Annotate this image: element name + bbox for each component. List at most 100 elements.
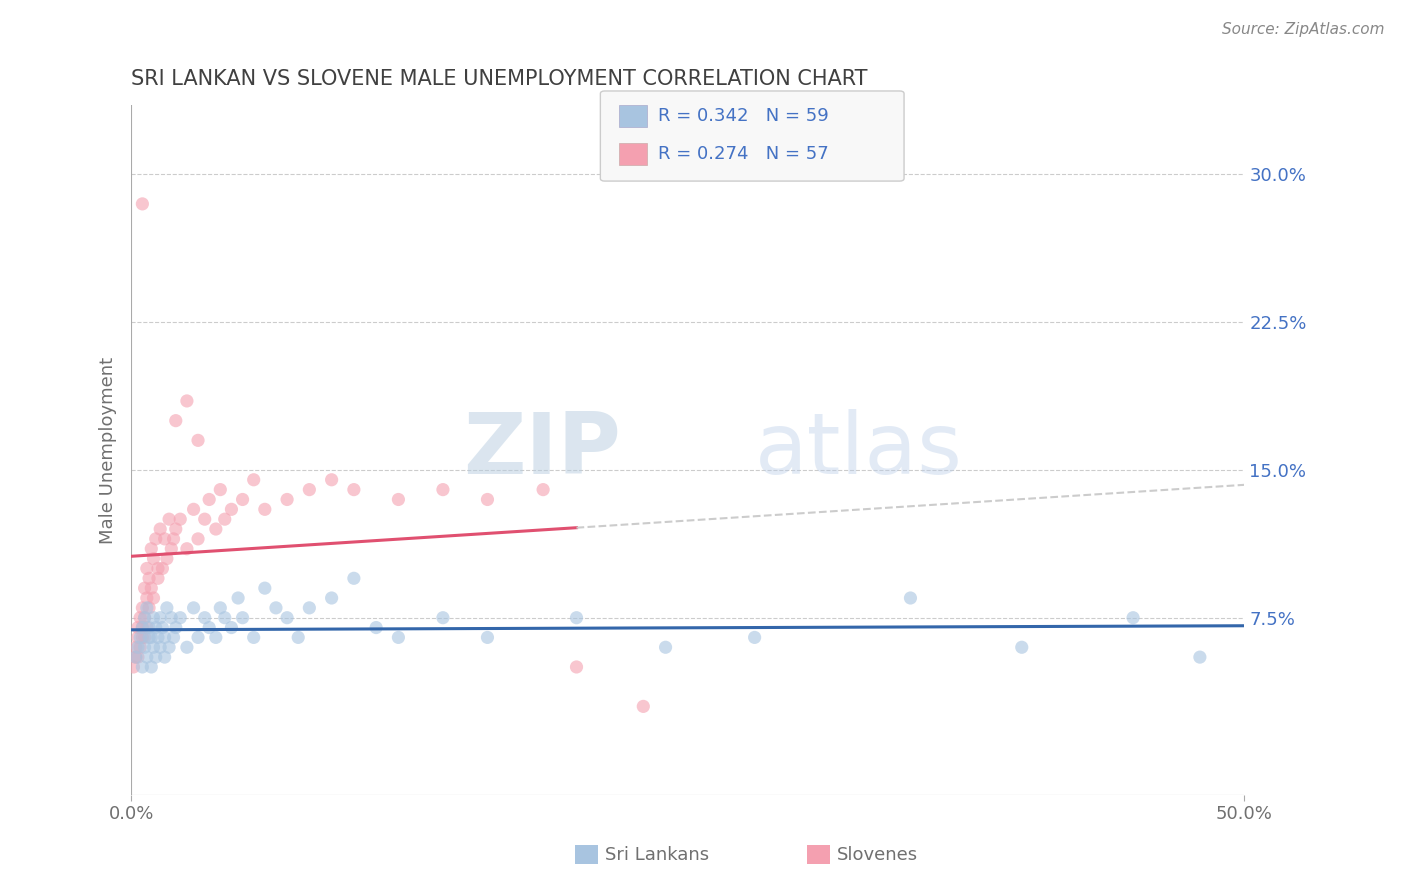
Point xyxy=(169,512,191,526)
Point xyxy=(141,631,163,645)
Point xyxy=(135,600,157,615)
Point xyxy=(138,621,160,635)
Point xyxy=(432,483,454,497)
Point xyxy=(214,610,236,624)
Text: ZIP: ZIP xyxy=(464,409,621,491)
Point xyxy=(253,581,276,595)
Point xyxy=(127,631,149,645)
Point xyxy=(134,610,156,624)
Point xyxy=(125,650,148,665)
Point xyxy=(131,600,153,615)
Point xyxy=(232,492,254,507)
Point xyxy=(146,561,169,575)
Point xyxy=(253,502,276,516)
Point xyxy=(276,492,298,507)
Point xyxy=(142,640,165,655)
Point xyxy=(162,532,184,546)
Point xyxy=(135,561,157,575)
Text: SRI LANKAN VS SLOVENE MALE UNEMPLOYMENT CORRELATION CHART: SRI LANKAN VS SLOVENE MALE UNEMPLOYMENT … xyxy=(131,69,868,88)
Point xyxy=(183,502,205,516)
Point xyxy=(205,631,228,645)
Point xyxy=(142,610,165,624)
Point xyxy=(127,650,149,665)
Point xyxy=(135,650,157,665)
Point xyxy=(141,581,163,595)
Point xyxy=(477,492,499,507)
Point xyxy=(194,512,217,526)
Point xyxy=(183,600,205,615)
Point xyxy=(343,571,366,585)
Point xyxy=(142,591,165,605)
Point xyxy=(134,610,156,624)
Point xyxy=(531,483,554,497)
Point xyxy=(138,631,160,645)
Point xyxy=(176,393,198,408)
Point xyxy=(221,621,243,635)
Point xyxy=(129,640,152,655)
Point xyxy=(633,699,655,714)
Point xyxy=(156,551,179,566)
Point xyxy=(209,600,232,615)
Point xyxy=(165,522,187,536)
Point xyxy=(432,610,454,624)
Point xyxy=(131,631,153,645)
Point xyxy=(176,640,198,655)
Point xyxy=(298,600,321,615)
Point xyxy=(205,522,228,536)
Point xyxy=(131,621,153,635)
Point xyxy=(194,610,217,624)
Point xyxy=(141,541,163,556)
Point xyxy=(1122,610,1144,624)
Point xyxy=(146,631,169,645)
Point xyxy=(565,610,588,624)
Point xyxy=(209,483,232,497)
Point xyxy=(134,640,156,655)
Point xyxy=(135,591,157,605)
Point xyxy=(165,414,187,428)
Point xyxy=(122,660,145,674)
Point xyxy=(276,610,298,624)
Text: R = 0.342   N = 59: R = 0.342 N = 59 xyxy=(658,107,828,125)
Text: R = 0.274   N = 57: R = 0.274 N = 57 xyxy=(658,145,828,163)
Point xyxy=(129,610,152,624)
Point xyxy=(134,631,156,645)
Point xyxy=(343,483,366,497)
Point xyxy=(226,591,249,605)
Point xyxy=(145,621,167,635)
Point xyxy=(187,434,209,448)
Y-axis label: Male Unemployment: Male Unemployment xyxy=(100,357,117,544)
Point xyxy=(149,522,172,536)
Point xyxy=(146,571,169,585)
Point xyxy=(744,631,766,645)
Point xyxy=(1188,650,1211,665)
Point xyxy=(232,610,254,624)
Point xyxy=(298,483,321,497)
Point xyxy=(157,512,180,526)
Point xyxy=(387,492,409,507)
Point xyxy=(131,621,153,635)
Point xyxy=(366,621,388,635)
Point xyxy=(138,600,160,615)
Point xyxy=(214,512,236,526)
Point xyxy=(157,640,180,655)
Text: atlas: atlas xyxy=(755,409,963,491)
Point xyxy=(134,581,156,595)
Point xyxy=(153,532,176,546)
Point xyxy=(131,197,153,211)
Point xyxy=(654,640,676,655)
Point xyxy=(321,591,343,605)
Point xyxy=(165,621,187,635)
Point xyxy=(221,502,243,516)
Point xyxy=(187,532,209,546)
Point xyxy=(127,640,149,655)
Point xyxy=(142,551,165,566)
Text: Sri Lankans: Sri Lankans xyxy=(605,846,709,863)
Point xyxy=(156,600,179,615)
Text: Slovenes: Slovenes xyxy=(837,846,918,863)
Text: Source: ZipAtlas.com: Source: ZipAtlas.com xyxy=(1222,22,1385,37)
Point xyxy=(565,660,588,674)
Point xyxy=(477,631,499,645)
Point xyxy=(145,650,167,665)
Point xyxy=(1011,640,1033,655)
Point xyxy=(162,631,184,645)
